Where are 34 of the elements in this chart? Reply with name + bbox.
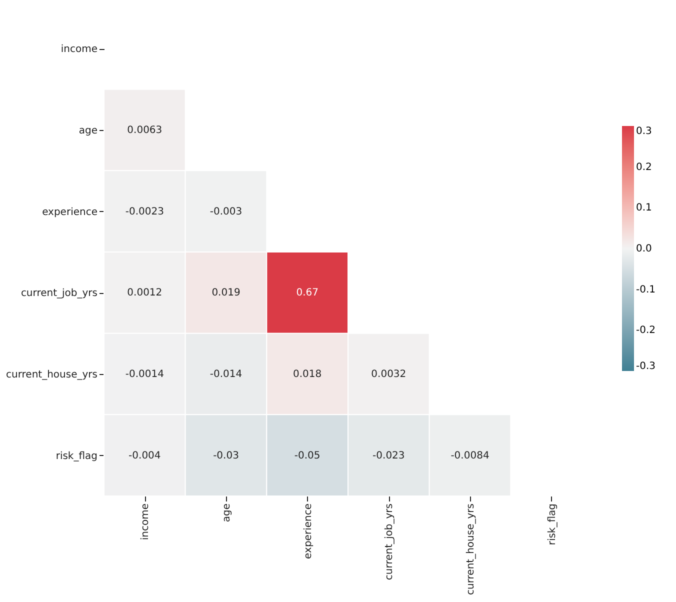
color-bar-label: 0.1 (636, 202, 652, 214)
color-bar-label: 0.2 (636, 162, 652, 173)
data-label: -0.003 (210, 206, 242, 218)
data-label: -0.0084 (450, 450, 490, 462)
x-tick-label: risk_flag (546, 504, 558, 546)
data-label: 0.0012 (127, 288, 162, 299)
data-label: 0.019 (212, 288, 240, 299)
data-label: -0.0023 (125, 206, 164, 218)
data-label: -0.03 (213, 450, 239, 462)
x-tick-label: age (222, 504, 232, 522)
data-label: 0.018 (293, 369, 322, 380)
color-bar-label: 0.0 (636, 244, 652, 254)
color-bar-label: -0.2 (636, 325, 656, 336)
y-tick-label: current_house_yrs (6, 370, 98, 380)
data-label: -0.05 (294, 450, 320, 462)
y-tick-label: current_job_yrs (20, 288, 98, 300)
data-label: -0.004 (128, 450, 161, 462)
color-bar-label: 0.3 (636, 126, 652, 137)
y-tick-label: income (60, 44, 98, 56)
y-tick-label: risk_flag (56, 450, 98, 462)
y-tick-label: age (78, 126, 98, 136)
color-bar-label: -0.3 (636, 361, 656, 372)
data-label: -0.014 (210, 369, 242, 380)
x-tick-label: current_job_yrs (384, 504, 396, 580)
data-label: -0.023 (372, 450, 405, 462)
data-label: 0.67 (296, 288, 318, 299)
data-label: 0.0032 (371, 369, 406, 380)
x-tick-label: current_house_yrs (466, 504, 476, 595)
x-tick-label: experience (302, 504, 314, 559)
x-tick-label: income (140, 504, 152, 540)
color-bar-label: -0.1 (636, 284, 656, 296)
y-tick-label: experience (42, 206, 98, 218)
data-label: -0.0014 (125, 369, 164, 380)
data-label: 0.0063 (127, 125, 162, 136)
